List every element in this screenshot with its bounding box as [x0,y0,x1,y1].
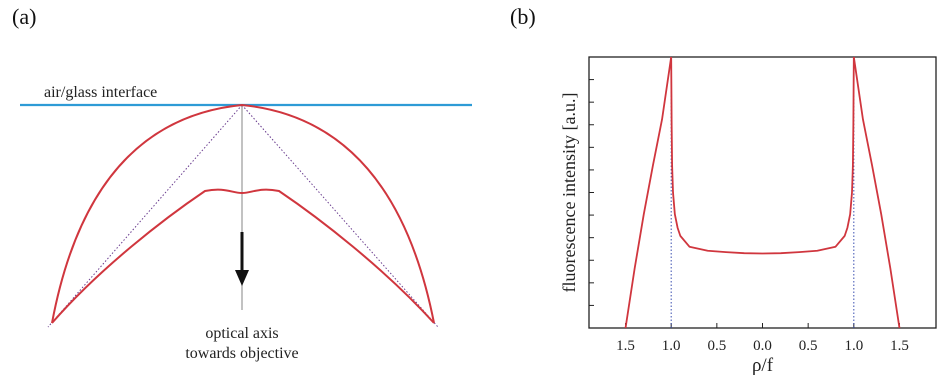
x-tick-label: 1.0 [662,338,681,354]
direction-arrow-head [235,270,249,286]
x-tick-label: 1.0 [844,338,863,354]
panel-a-label: (a) [12,4,37,29]
guide-line-right [241,104,439,328]
panel-a: (a) air/glass interface optical axis tow… [12,4,472,362]
panel-a-diagram: air/glass interface optical axis towards… [20,84,472,362]
x-tick-label: 0.0 [753,338,772,354]
y-axis-label: fluorescence intensity [a.u.] [559,93,579,293]
panel-b: (b) 1.5 1.0 0.5 0.0 0.5 1.0 1.5 ρ/f fluorescence… [480,0,941,381]
objective-label: towards objective [185,345,298,362]
outer-emission-curve [51,103,435,324]
x-tick-label: 1.5 [890,338,909,354]
x-tick-label: 0.5 [707,338,726,354]
fluorescence-chart: 1.5 1.0 0.5 0.0 0.5 1.0 1.5 ρ/f fluorescence int… [559,56,937,376]
panel-b-label: (b) [510,4,536,29]
x-tick-label: 1.5 [616,338,635,354]
inner-emission-curve [51,188,435,324]
intensity-series-line [670,56,855,255]
intensity-series-line [624,56,673,329]
x-axis-label: ρ/f [752,355,774,376]
intensity-series-line [852,56,901,329]
guide-line-left [47,104,243,328]
interface-label: air/glass interface [44,84,157,101]
optical-axis-label: optical axis [205,325,278,342]
x-tick-label: 0.5 [799,338,818,354]
chart-frame [588,56,937,329]
